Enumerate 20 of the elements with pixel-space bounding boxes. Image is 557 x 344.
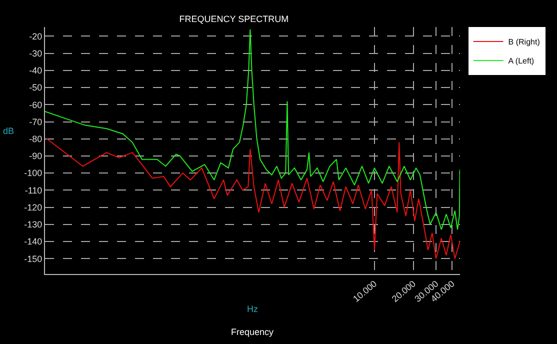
y-tick-label: -120 xyxy=(24,202,42,212)
y-tick-label: -40 xyxy=(29,66,42,76)
y-tick-label: -80 xyxy=(29,134,42,144)
y-tick-label: -90 xyxy=(29,151,42,162)
y-tick-label: -20 xyxy=(29,31,42,42)
y-tick-label: -60 xyxy=(29,100,42,110)
y-tick-label: -140 xyxy=(24,236,42,247)
y-tick-label: -100 xyxy=(24,168,42,178)
chart-title: FREQUENCY SPECTRUM xyxy=(179,14,289,24)
legend-label: B (Right) xyxy=(508,38,540,47)
y-tick-label: -50 xyxy=(29,82,42,93)
y-tick-label: -110 xyxy=(24,185,42,196)
text: Frequency xyxy=(231,327,274,337)
y-tick-label: -130 xyxy=(24,220,42,230)
y-axis-title: dB xyxy=(3,126,14,136)
y-tick-label: -70 xyxy=(29,116,42,127)
y-tick-label: -30 xyxy=(29,48,42,58)
x-axis-title: Hz xyxy=(247,304,258,314)
legend-label: A (Left) xyxy=(508,56,534,66)
y-tick-label: -150 xyxy=(24,254,42,264)
